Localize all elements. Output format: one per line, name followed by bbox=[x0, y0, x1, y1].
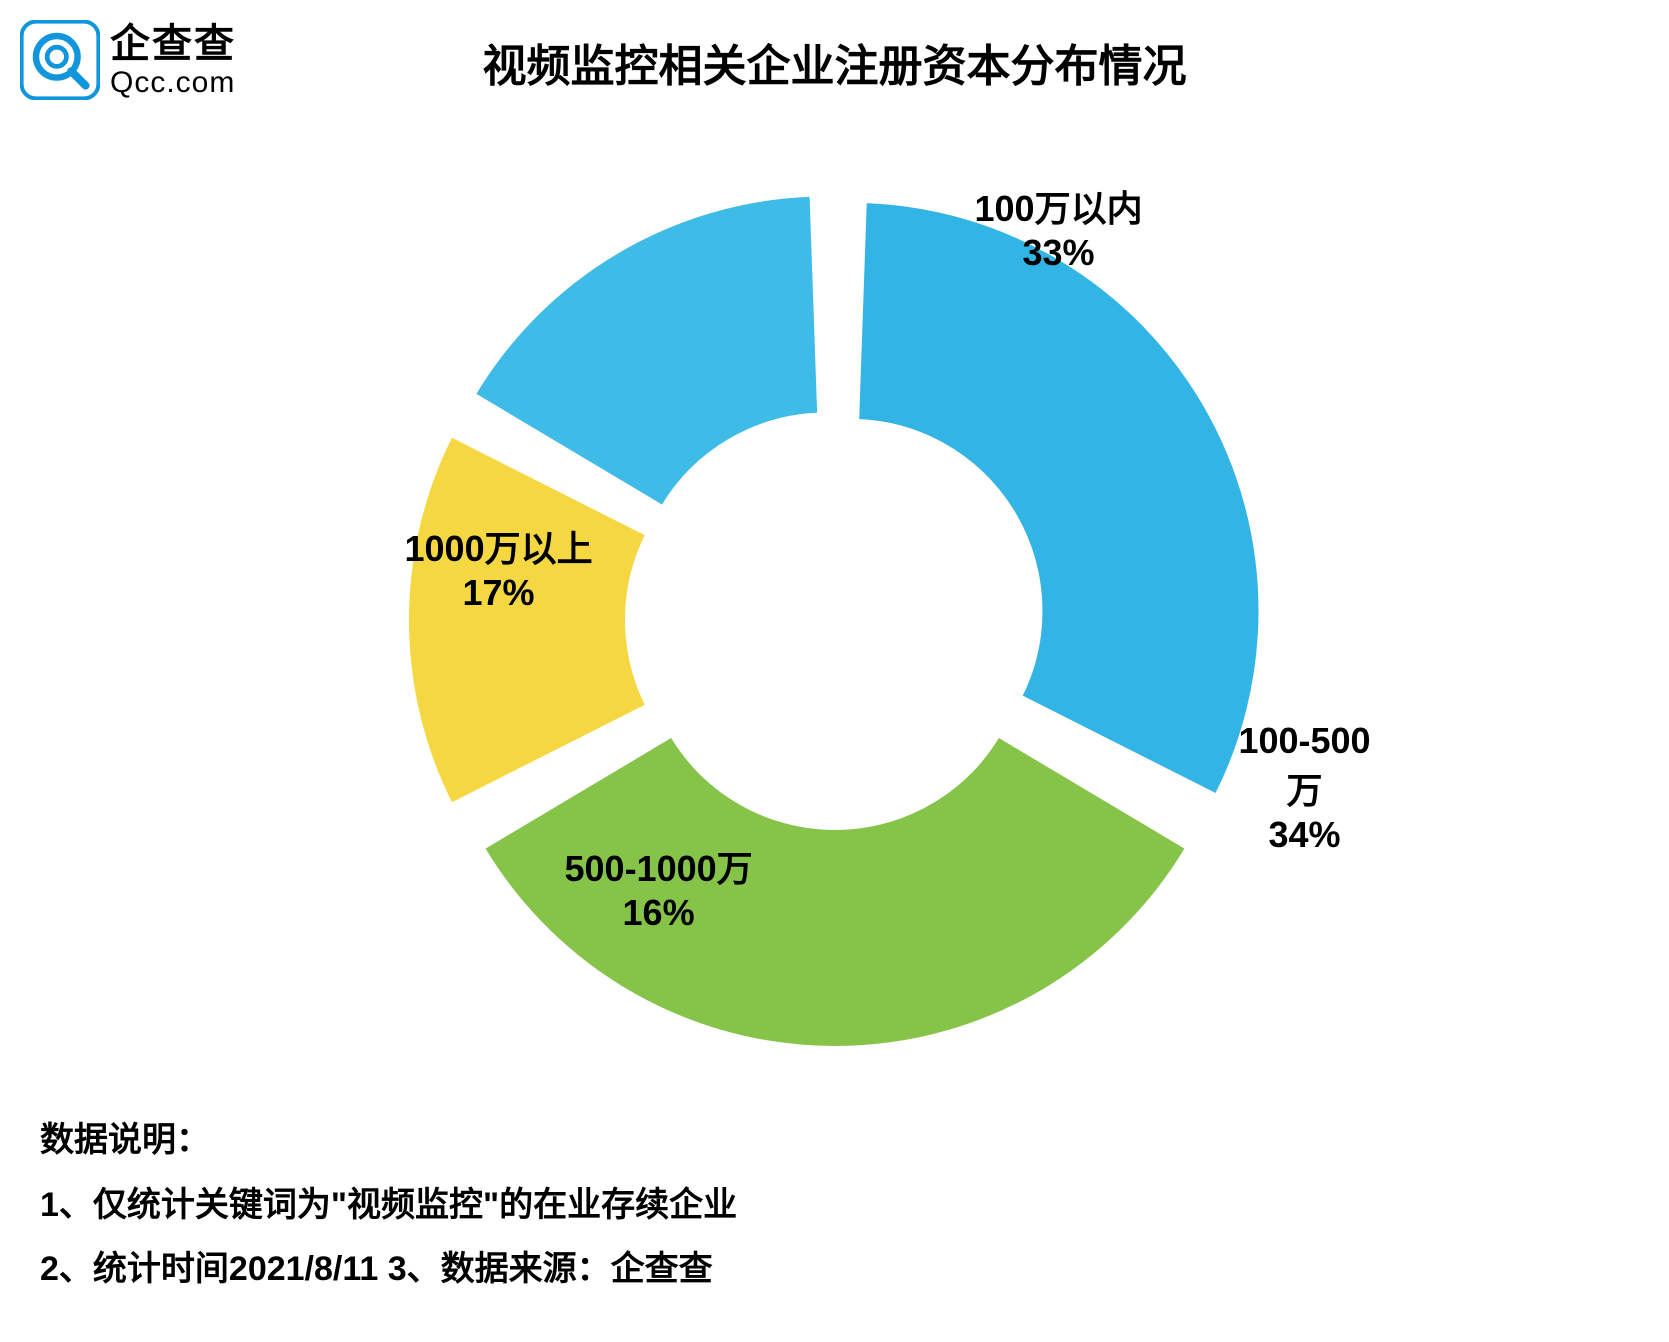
slice-label-pct-1: 34% bbox=[1225, 814, 1385, 856]
donut-slice-0 bbox=[857, 201, 1260, 796]
notes-line-2: 2、统计时间2021/8/11 3、数据来源：企查查 bbox=[40, 1237, 737, 1302]
notes-heading: 数据说明： bbox=[40, 1108, 737, 1173]
slice-label-text-3: 1000万以上 bbox=[405, 520, 593, 572]
chart-container: 100万以内33%100-500万34%500-1000万16%1000万以上1… bbox=[0, 120, 1669, 1120]
slice-label-3: 1000万以上17% bbox=[405, 520, 593, 614]
donut-slice-2 bbox=[406, 435, 646, 805]
slice-label-pct-0: 33% bbox=[975, 232, 1143, 274]
slice-label-pct-3: 17% bbox=[405, 572, 593, 614]
data-notes: 数据说明： 1、仅统计关键词为"视频监控"的在业存续企业 2、统计时间2021/… bbox=[40, 1108, 737, 1302]
slice-label-text-2: 500-1000万 bbox=[565, 840, 753, 892]
slice-label-1: 100-500万34% bbox=[1225, 720, 1385, 856]
slice-label-text-1: 100-500万 bbox=[1225, 720, 1385, 814]
donut-svg bbox=[285, 120, 1385, 1120]
slice-label-text-0: 100万以内 bbox=[975, 180, 1143, 232]
donut-chart: 100万以内33%100-500万34%500-1000万16%1000万以上1… bbox=[285, 120, 1385, 1120]
notes-line-1: 1、仅统计关键词为"视频监控"的在业存续企业 bbox=[40, 1173, 737, 1238]
donut-slice-3 bbox=[473, 195, 819, 507]
slice-label-2: 500-1000万16% bbox=[565, 840, 753, 934]
slice-label-0: 100万以内33% bbox=[975, 180, 1143, 274]
chart-title: 视频监控相关企业注册资本分布情况 bbox=[0, 30, 1669, 94]
slice-label-pct-2: 16% bbox=[565, 892, 753, 934]
page-root: 企查查 Qcc.com 视频监控相关企业注册资本分布情况 100万以内33%10… bbox=[0, 0, 1669, 1342]
